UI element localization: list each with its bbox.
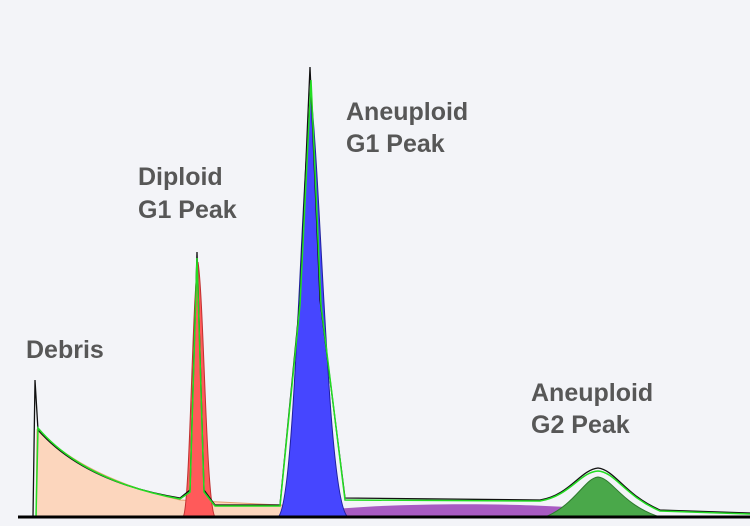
label-line: Aneuploid <box>531 379 653 407</box>
label-line: Aneuploid <box>346 98 468 126</box>
fit-line <box>35 79 750 518</box>
data-line <box>18 66 750 518</box>
label-line: Diploid <box>138 163 223 191</box>
debris-label: Debris <box>26 336 104 364</box>
label-line: G1 Peak <box>346 130 445 158</box>
aneuploid-g2-area <box>544 476 661 518</box>
label-line: G2 Peak <box>531 411 630 439</box>
label-line: Debris <box>26 336 104 364</box>
diploid-label: Diploid G1 Peak <box>138 163 237 224</box>
label-line: G1 Peak <box>138 196 237 224</box>
aneuploid-g1-label: Aneuploid G1 Peak <box>346 98 468 158</box>
aneuploid-g2-label: Aneuploid G2 Peak <box>531 379 653 439</box>
